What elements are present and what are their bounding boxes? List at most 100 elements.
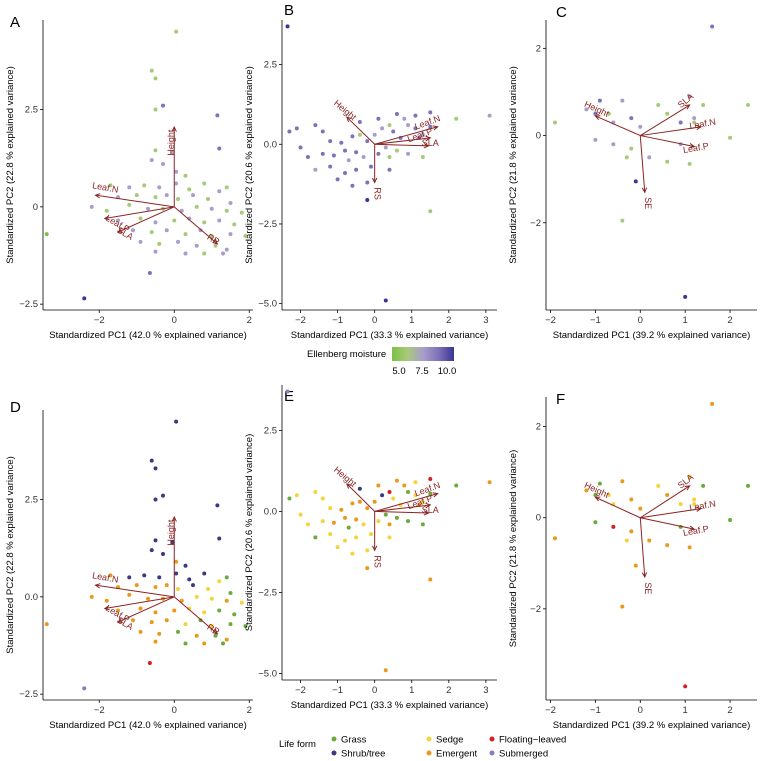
data-point bbox=[176, 587, 180, 592]
loading-arrow bbox=[346, 483, 376, 512]
data-point bbox=[170, 540, 175, 545]
loading-label: SLA bbox=[422, 138, 439, 148]
data-point bbox=[629, 497, 634, 502]
data-point bbox=[161, 162, 165, 167]
data-point bbox=[710, 24, 715, 29]
data-point bbox=[224, 637, 229, 642]
data-point bbox=[372, 499, 377, 504]
data-point bbox=[354, 535, 359, 540]
x-tick-label: 1 bbox=[683, 705, 688, 716]
data-point bbox=[354, 517, 359, 522]
lifeform-legend-item: Shrub/tree bbox=[331, 749, 385, 760]
data-point bbox=[174, 559, 179, 564]
data-point bbox=[331, 153, 336, 158]
data-point bbox=[692, 502, 697, 507]
loading-label: RS bbox=[373, 555, 383, 568]
loading-arrowhead bbox=[346, 116, 352, 123]
data-point bbox=[202, 251, 207, 256]
data-point bbox=[368, 532, 373, 537]
loading-arrow bbox=[374, 510, 429, 514]
loading-arrow bbox=[640, 126, 701, 137]
loading-label: SLA bbox=[676, 472, 695, 491]
loading-arrow bbox=[640, 508, 701, 519]
loading-arrow bbox=[346, 116, 376, 145]
data-point bbox=[328, 506, 333, 511]
loading-arrowhead bbox=[684, 485, 691, 491]
moisture-legend-title: Ellenberg moisture bbox=[307, 349, 386, 360]
loading-arrow bbox=[640, 517, 695, 530]
data-point bbox=[44, 622, 49, 627]
data-point bbox=[428, 124, 433, 129]
y-tick-label: −2.5 bbox=[19, 299, 38, 310]
data-point bbox=[217, 218, 222, 223]
data-point bbox=[108, 573, 113, 578]
x-tick-label: 1 bbox=[683, 315, 688, 326]
loading-arrowhead bbox=[103, 605, 110, 611]
data-point bbox=[131, 618, 135, 623]
data-point bbox=[164, 618, 169, 623]
data-point bbox=[228, 200, 233, 205]
data-point bbox=[394, 478, 399, 483]
data-point bbox=[174, 181, 179, 186]
data-point bbox=[179, 208, 184, 213]
loading-arrowhead bbox=[423, 510, 430, 516]
data-point bbox=[357, 499, 362, 504]
data-point bbox=[361, 522, 366, 527]
data-point bbox=[368, 164, 373, 169]
loading-arrowhead bbox=[423, 143, 430, 149]
data-point bbox=[552, 536, 557, 541]
y-tick-label: 0.0 bbox=[264, 506, 277, 517]
data-point bbox=[153, 610, 158, 615]
data-point bbox=[320, 129, 325, 134]
lifeform-legend-item: Sedge bbox=[426, 735, 463, 746]
data-point bbox=[350, 551, 355, 556]
data-point bbox=[153, 107, 158, 112]
data-point bbox=[606, 492, 611, 497]
data-point bbox=[406, 123, 411, 128]
data-point bbox=[728, 518, 733, 523]
y-axis-label: Standardized PC2 (21.8 % explained varia… bbox=[508, 450, 519, 648]
data-point bbox=[647, 538, 652, 543]
loading-arrowhead bbox=[171, 515, 177, 522]
data-point bbox=[153, 585, 158, 590]
data-point bbox=[174, 571, 179, 576]
loading-arrowhead bbox=[171, 125, 177, 132]
data-point bbox=[157, 185, 162, 190]
data-point bbox=[213, 243, 218, 248]
data-point bbox=[343, 148, 348, 153]
data-point bbox=[287, 496, 292, 501]
x-tick-label: 1 bbox=[409, 685, 414, 696]
x-tick-label: 2 bbox=[446, 315, 451, 326]
data-point bbox=[221, 251, 225, 256]
panel-letter: C bbox=[556, 4, 567, 21]
data-point bbox=[172, 218, 177, 223]
data-point bbox=[161, 493, 165, 498]
data-point bbox=[647, 155, 652, 160]
loading-arrowhead bbox=[94, 193, 101, 199]
x-tick-label: 0 bbox=[638, 315, 643, 326]
data-point bbox=[746, 103, 751, 108]
data-point bbox=[232, 612, 237, 617]
data-point bbox=[138, 239, 143, 244]
data-point bbox=[217, 608, 222, 613]
data-point bbox=[142, 183, 147, 188]
panel-B: B −2 −1 0 1 2 3 −5.0 −2.5 0.0 2.5 Standardized PC1 … bbox=[244, 2, 497, 341]
legend-swatch bbox=[426, 750, 432, 756]
data-point bbox=[387, 167, 392, 172]
loading-arrowhead bbox=[641, 187, 648, 194]
data-point bbox=[142, 573, 147, 578]
loading-arrow bbox=[374, 137, 431, 145]
data-point bbox=[215, 113, 220, 118]
data-point bbox=[146, 596, 150, 601]
x-tick-label: 2 bbox=[727, 705, 732, 716]
data-point bbox=[597, 481, 602, 486]
x-tick-label: 0 bbox=[372, 315, 377, 326]
data-point bbox=[354, 150, 359, 155]
data-point bbox=[620, 479, 625, 484]
data-point bbox=[683, 684, 688, 689]
data-point bbox=[138, 629, 143, 634]
data-point bbox=[176, 197, 180, 202]
data-point bbox=[413, 480, 418, 485]
data-point bbox=[209, 624, 214, 629]
